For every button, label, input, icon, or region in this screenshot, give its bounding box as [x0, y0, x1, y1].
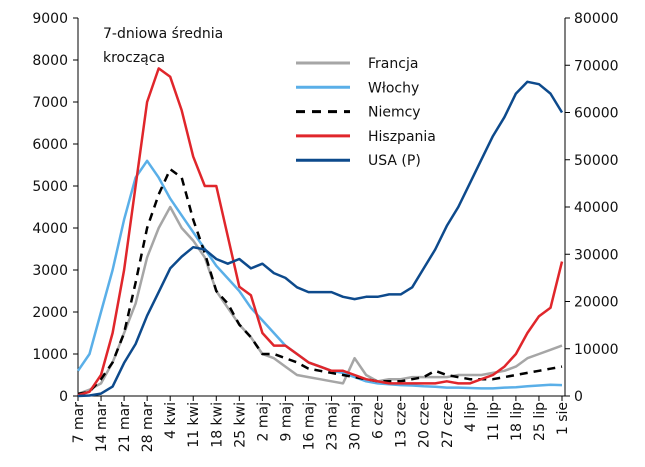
y-tick-label: 9000 [32, 11, 68, 27]
x-tick-label: 6 cze [371, 402, 387, 439]
y-tick-label: 7000 [32, 95, 68, 111]
annotation: krocząca [103, 50, 165, 66]
y2-tick-label: 70000 [574, 58, 619, 74]
series-line [77, 205, 563, 396]
y2-tick-label: 0 [574, 389, 583, 405]
x-tick-label: 14 mar [94, 402, 110, 452]
x-tick-label: 4 lip [463, 402, 479, 432]
y-tick-label: 8000 [32, 53, 68, 69]
x-tick-label: 2 maj [255, 402, 271, 441]
legend-label: Niemcy [368, 105, 421, 121]
x-tick-label: 28 mar [140, 402, 156, 452]
y2-tick-label: 30000 [574, 247, 619, 263]
x-tick-label: 30 maj [348, 402, 364, 450]
series-line [76, 159, 563, 390]
y2-tick-label: 40000 [574, 200, 619, 216]
y2-tick-label: 50000 [574, 153, 619, 169]
x-tick-label: 4 kwi [163, 402, 179, 439]
x-tick-label: 25 lip [532, 402, 548, 441]
x-tick-label: 23 maj [325, 402, 341, 450]
x-tick-label: 11 kwi [186, 402, 202, 448]
annotation: 7-dniowa średnia [103, 26, 223, 42]
legend-label: USA (P) [368, 153, 421, 169]
x-tick-label: 1 sie [555, 402, 571, 435]
y-tick-label: 6000 [32, 137, 68, 153]
x-tick-label: 25 kwi [232, 402, 248, 448]
y-tick-label: 0 [59, 389, 68, 405]
legend-label: Francja [368, 56, 418, 72]
legend-label: Hiszpania [368, 129, 436, 145]
y2-tick-label: 20000 [574, 295, 619, 311]
x-tick-label: 20 cze [417, 402, 433, 448]
y-tick-label: 1000 [32, 347, 68, 363]
x-tick-label: 7 mar [71, 402, 87, 444]
x-tick-label: 13 cze [394, 402, 410, 448]
y-tick-label: 5000 [32, 179, 68, 195]
legend-label: Włochy [368, 80, 419, 96]
y2-tick-label: 10000 [574, 342, 619, 358]
series-line [77, 80, 564, 398]
x-tick-label: 21 mar [117, 402, 133, 452]
series-line [77, 67, 564, 397]
x-tick-label: 11 lip [486, 402, 502, 441]
y-tick-label: 4000 [32, 221, 68, 237]
x-tick-label: 16 maj [301, 402, 317, 450]
y2-tick-label: 60000 [574, 106, 619, 122]
y-tick-label: 3000 [32, 263, 68, 279]
x-tick-label: 18 lip [509, 402, 525, 441]
x-tick-label: 27 cze [440, 402, 456, 448]
series-line [77, 167, 563, 396]
y-tick-label: 2000 [32, 305, 68, 321]
y2-tick-label: 80000 [574, 11, 619, 27]
x-tick-label: 18 kwi [209, 402, 225, 448]
x-tick-label: 9 maj [278, 402, 294, 441]
